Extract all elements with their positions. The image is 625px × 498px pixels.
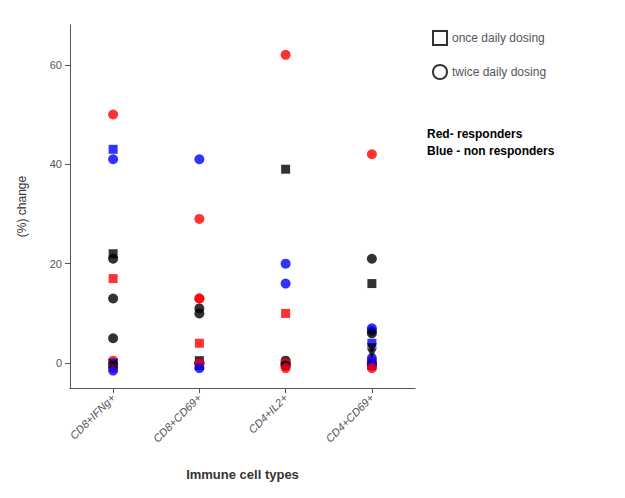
svg-text:40: 40 (50, 158, 62, 170)
svg-text:CD4+CD69+: CD4+CD69+ (323, 391, 376, 444)
svg-text:once daily dosing: once daily dosing (452, 31, 545, 45)
svg-text:CD8+IFNg+: CD8+IFNg+ (67, 391, 117, 441)
svg-text:(%) change: (%) change (15, 175, 29, 237)
svg-text:Immune cell types: Immune cell types (186, 467, 299, 482)
svg-text:Red- responders: Red- responders (427, 127, 523, 141)
svg-text:CD8+CD69+: CD8+CD69+ (151, 391, 204, 444)
svg-text:twice daily dosing: twice daily dosing (452, 65, 546, 79)
svg-text:20: 20 (50, 258, 62, 270)
svg-text:CD4+IL2+: CD4+IL2+ (246, 391, 290, 435)
svg-text:Blue - non responders: Blue - non responders (427, 144, 555, 158)
svg-text:60: 60 (50, 59, 62, 71)
svg-text:0: 0 (56, 357, 62, 369)
